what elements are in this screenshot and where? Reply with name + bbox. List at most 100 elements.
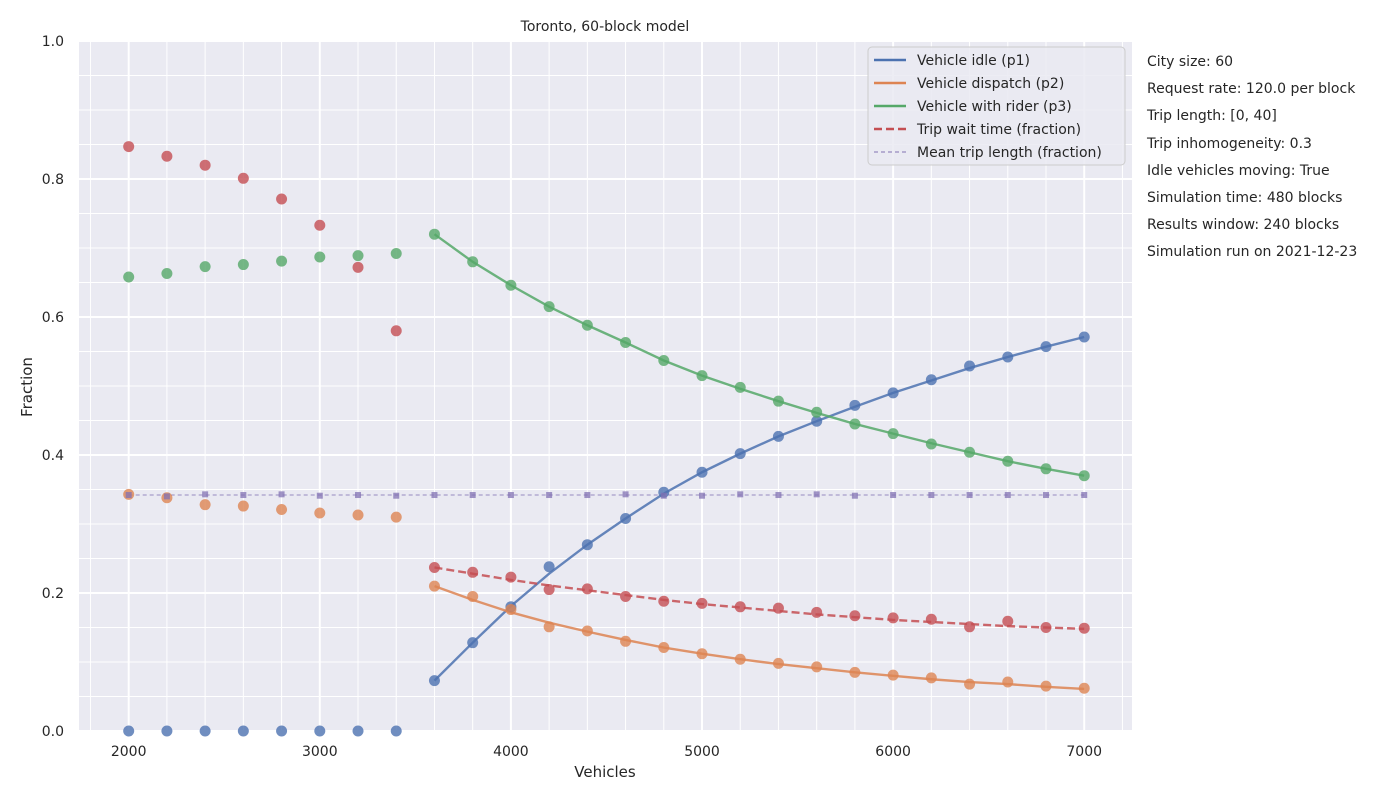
series-point xyxy=(887,669,899,681)
y-tick-label: 0.6 xyxy=(42,310,64,326)
series-point xyxy=(620,590,632,602)
series-point xyxy=(772,602,784,614)
x-tick-label: 5000 xyxy=(684,744,720,760)
series-point xyxy=(428,561,440,573)
series-point xyxy=(543,301,555,313)
series-point xyxy=(928,492,935,499)
series-point xyxy=(849,666,861,678)
series-point xyxy=(467,637,479,649)
series-point xyxy=(123,725,135,737)
series-point xyxy=(352,250,364,262)
series-point xyxy=(276,255,288,267)
series-point xyxy=(581,319,593,331)
series-point xyxy=(390,325,402,337)
series-point xyxy=(543,621,555,633)
series-point xyxy=(1004,492,1011,499)
series-point xyxy=(1002,676,1014,688)
series-point xyxy=(161,725,173,737)
series-point xyxy=(199,725,211,737)
series-point xyxy=(813,491,820,498)
series-point xyxy=(964,678,976,690)
param-idle-vehicles-moving: Idle vehicles moving: True xyxy=(1147,162,1330,179)
series-point xyxy=(966,492,973,499)
legend-label: Trip wait time (fraction) xyxy=(916,122,1081,138)
series-point xyxy=(581,583,593,595)
x-tick-label: 3000 xyxy=(302,744,338,760)
series-point xyxy=(811,606,823,618)
series-point xyxy=(276,504,288,516)
series-point xyxy=(660,492,667,499)
series-point xyxy=(393,492,400,499)
y-tick-label: 0.2 xyxy=(42,586,64,602)
param-city-size: City size: 60 xyxy=(1147,54,1234,70)
series-point xyxy=(1078,331,1090,343)
legend-label: Vehicle with rider (p3) xyxy=(917,99,1072,115)
param-results-window: Results window: 240 blocks xyxy=(1147,217,1340,234)
series-point xyxy=(1078,470,1090,482)
series-point xyxy=(467,256,479,268)
simulation-parameters: City size: 60 Request rate: 120.0 per bl… xyxy=(1147,49,1357,267)
series-line xyxy=(433,233,1085,477)
y-tick-labels: 0.0 0.2 0.4 0.6 0.8 1.0 xyxy=(42,34,64,740)
series-point xyxy=(772,657,784,669)
fit-lines xyxy=(128,233,1085,691)
series-point xyxy=(543,561,555,573)
series-point xyxy=(428,675,440,687)
series-point xyxy=(658,642,670,654)
series-point xyxy=(125,492,132,499)
series-point xyxy=(505,571,517,583)
legend-label: Vehicle idle (p1) xyxy=(917,53,1030,69)
series-point xyxy=(696,370,708,382)
series-point xyxy=(890,492,897,499)
series-point xyxy=(276,725,288,737)
series-point xyxy=(431,492,438,499)
series-point xyxy=(237,725,249,737)
series-point xyxy=(887,428,899,440)
series-point xyxy=(734,381,746,393)
series-point xyxy=(772,395,784,407)
series-point xyxy=(390,248,402,260)
series-point xyxy=(237,259,249,271)
data-points xyxy=(123,141,1090,737)
series-point xyxy=(658,354,670,366)
chart-title: Toronto, 60-block model xyxy=(520,19,690,35)
param-simulation-time: Simulation time: 480 blocks xyxy=(1147,190,1343,207)
series-point xyxy=(237,500,249,512)
y-tick-label: 0.0 xyxy=(42,724,64,740)
series-line xyxy=(433,335,1085,682)
series-point xyxy=(849,399,861,411)
series-point xyxy=(314,507,326,519)
series-point xyxy=(581,625,593,637)
series-point xyxy=(355,492,362,499)
series-point xyxy=(737,491,744,498)
series-point xyxy=(314,251,326,263)
series-point xyxy=(964,446,976,458)
series-point xyxy=(467,566,479,578)
param-simulation-date: Simulation run on 2021-12-23 xyxy=(1147,244,1358,261)
y-tick-label: 0.4 xyxy=(42,448,64,464)
series-point xyxy=(314,725,326,737)
series-point xyxy=(696,648,708,660)
series-point xyxy=(696,466,708,478)
series-point xyxy=(237,172,249,184)
series-point xyxy=(811,661,823,673)
series-point xyxy=(925,374,937,386)
series-point xyxy=(163,493,170,500)
series-point xyxy=(1040,622,1052,633)
legend-box xyxy=(867,46,1126,166)
series-point xyxy=(620,512,632,524)
series-point xyxy=(507,492,514,499)
legend: Vehicle idle (p1) Vehicle dispatch (p2) Ve… xyxy=(867,46,1126,166)
series-point xyxy=(1078,682,1090,694)
series-point xyxy=(699,492,706,499)
series-point xyxy=(1043,492,1050,499)
x-tick-label: 2000 xyxy=(111,744,147,760)
series-point xyxy=(1002,455,1014,467)
x-tick-label: 6000 xyxy=(875,744,911,760)
series-point xyxy=(161,268,173,280)
x-tick-label: 7000 xyxy=(1066,744,1102,760)
series-point xyxy=(276,193,288,205)
series-point xyxy=(775,492,782,499)
series-point xyxy=(734,601,746,613)
